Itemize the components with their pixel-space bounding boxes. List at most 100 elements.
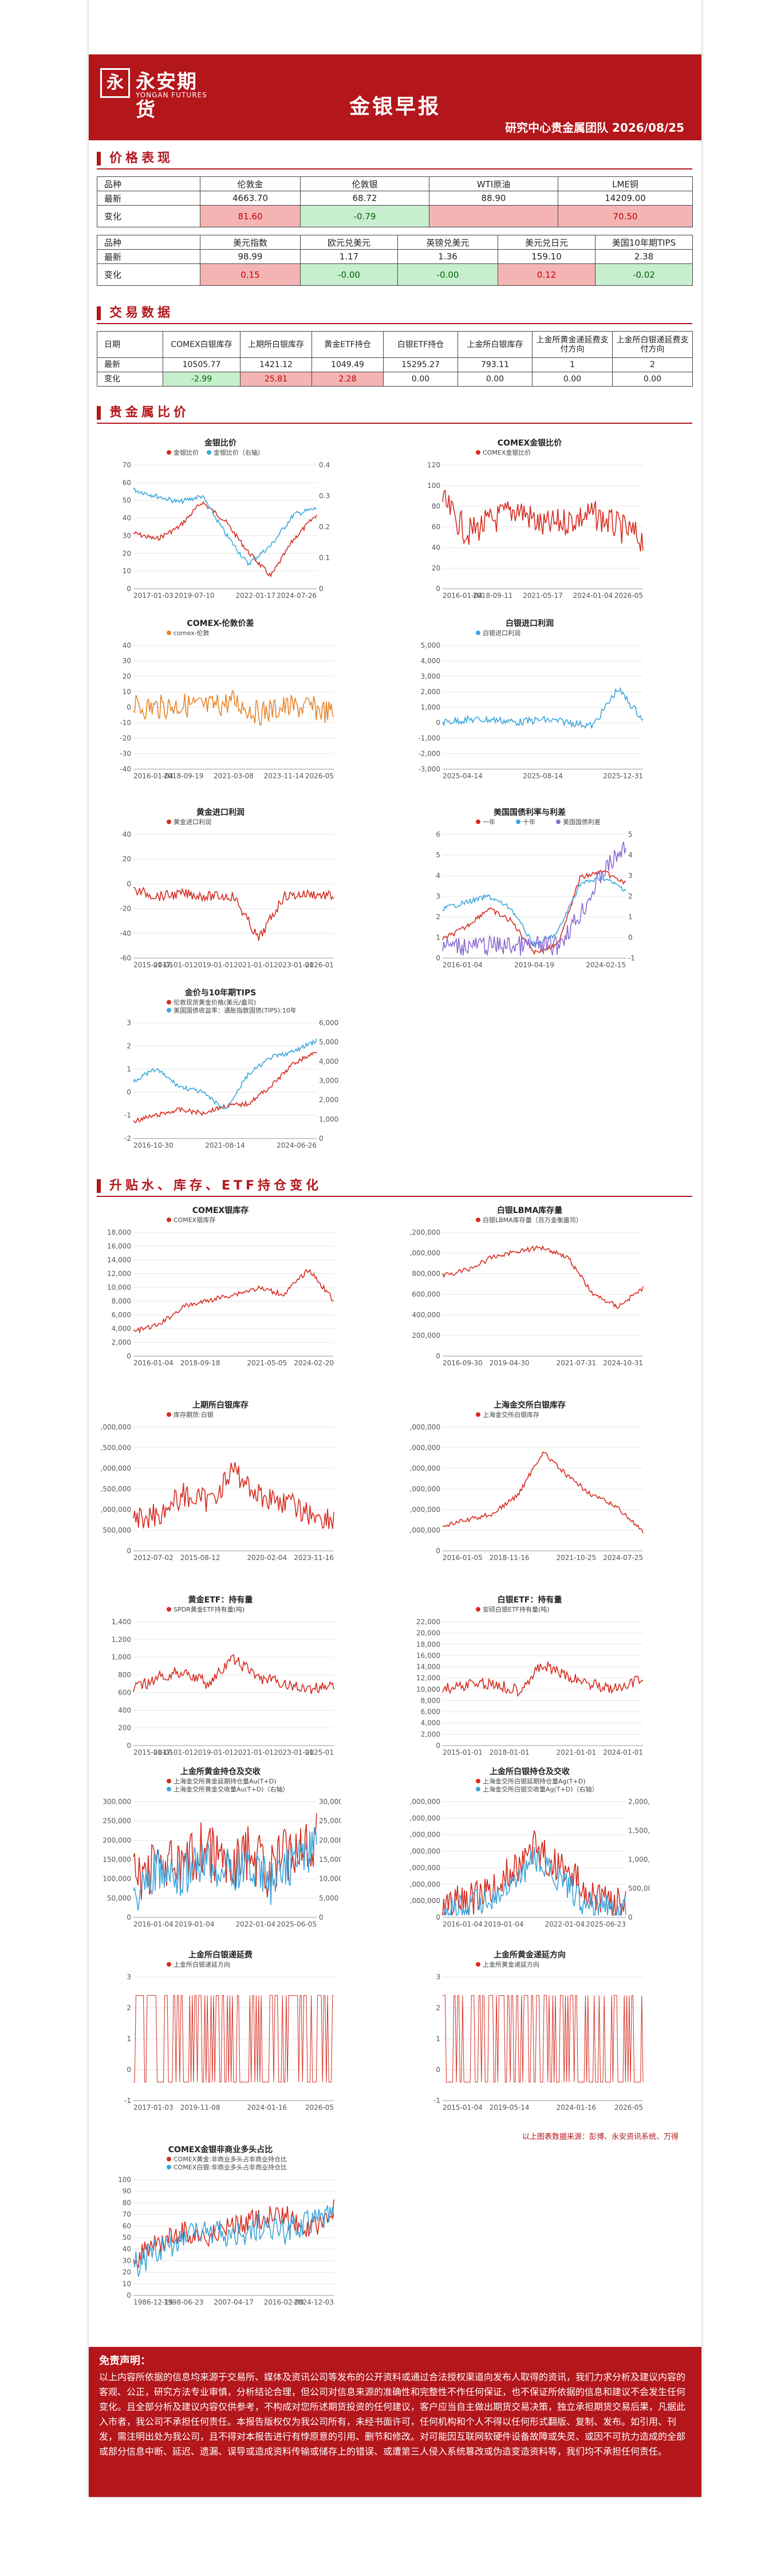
x-tick-label: 2018-01-01 (490, 1748, 530, 1756)
section-divider (97, 323, 692, 324)
series-line (442, 489, 644, 552)
x-tick-label: 2021-05-05 (247, 1359, 287, 1367)
legend-marker (516, 820, 520, 824)
legend-label: SPDR黄金ETF持有量(吨) (173, 1605, 244, 1613)
chart-title: 上海金交所白银库存 (494, 1400, 566, 1410)
y-tick-label: 14,000 (416, 1663, 440, 1671)
legend-label: 上海金交所白银交收量Ag(T+D)（右轴） (483, 1785, 598, 1793)
y-tick-label: 6,000,000 (409, 1423, 440, 1431)
x-tick-label: 2018-09-11 (473, 592, 513, 600)
series-line (133, 1995, 334, 2083)
y-tick-label: 60 (432, 523, 440, 531)
legend-marker (167, 1412, 171, 1417)
y2-tick-label: 0 (628, 1913, 633, 1921)
y-tick-label: 600 (118, 1688, 131, 1696)
legend-label: 十年 (523, 818, 535, 826)
y-tick-label: 0 (127, 1913, 131, 1921)
x-tick-label: 2021-10-25 (556, 1554, 596, 1562)
x-tick-label: 2025-06-05 (277, 1920, 317, 1928)
series-line (133, 1654, 334, 1694)
y-tick-label: 8,000 (421, 1696, 440, 1704)
y-tick-label: 50 (123, 497, 131, 505)
y-tick-label: 0 (127, 703, 131, 711)
y-tick-label: 16,000 (107, 1242, 131, 1250)
chart-title: 黄金ETF：持有量 (188, 1595, 253, 1605)
series-line (133, 1269, 334, 1334)
table-cell: 美元兑日元 (498, 235, 595, 250)
series-line (133, 487, 317, 566)
x-tick-label: 2019-07-10 (175, 592, 215, 600)
x-tick-label: 2025-01 (305, 1748, 334, 1756)
x-tick-label: 2021-01-01 (234, 961, 274, 969)
y-tick-label: 90 (123, 2187, 131, 2195)
x-tick-label: 2022-01-04 (235, 1920, 275, 1928)
legend-label: 上海金交所白银延期持仓量Ag(T+D) (483, 1777, 586, 1785)
legend-label: 上海金交所黄金交收量Au(T+D)（右轴） (173, 1785, 289, 1793)
table-cell: 793.11 (458, 357, 533, 372)
y-tick-label: 22,000 (416, 1618, 440, 1626)
y-tick-label: 300,000 (102, 1798, 131, 1806)
series-line (133, 887, 334, 941)
legend-label: COMEX黄金:非商业多头占非商业持仓比 (173, 2155, 287, 2163)
legend-marker (167, 1779, 171, 1783)
series-line (443, 1847, 626, 1917)
y-tick-label: 14,000 (107, 1256, 131, 1264)
chart-title: COMEX-伦敦价差 (187, 619, 254, 628)
series-line (133, 1051, 317, 1124)
x-tick-label: 1998-06-23 (164, 2298, 204, 2306)
chart-svg: 上金所白银持仓及交收上海金交所白银延期持仓量Ag(T+D)上海金交所白银交收量A… (409, 1767, 650, 1928)
series-line (442, 1245, 644, 1309)
y2-tick-label: 30,000 (319, 1798, 341, 1806)
y-tick-label: 2,000 (421, 688, 440, 696)
series-line (133, 1038, 317, 1110)
table-cell: 上金所黄金递延费支付方向 (532, 331, 613, 358)
x-tick-label: 2026-05 (305, 2104, 334, 2112)
legend-marker (476, 1412, 480, 1417)
table-cell: 伦敦银 (300, 176, 429, 191)
x-tick-label: 2022-01-17 (235, 592, 275, 600)
legend-label: 美国国债利差 (563, 818, 601, 826)
x-tick-label: 1986-12-15 (133, 2298, 173, 2306)
series-line (133, 2205, 334, 2277)
table-cell: 0.00 (532, 372, 613, 387)
y-tick-label: 40 (123, 830, 131, 838)
table-cell: -0.79 (300, 205, 429, 227)
y-tick-label: 5,000 (421, 641, 440, 649)
chart-6: 美国国债利率与利差 一年 十年 美国国债利差 0 1 2 3 4 5 6 -1 0 1 2 3 4 5 2016-0… (409, 805, 650, 976)
table-row-latest: 最新 98.99 1.17 1.36 159.10 2.38 (97, 249, 693, 264)
chart-18: COMEX金银非商业多头占比 COMEX黄金:非商业多头占非商业持仓比 COMEX白… (100, 2142, 341, 2314)
chart-svg: 金价与10年期TIPS伦敦现货黄金价格(美元/盎司)美国国债收益率：通胀指数国债… (124, 988, 338, 1149)
table-cell: 0.00 (612, 372, 693, 387)
y2-tick-label: 5,000 (319, 1038, 338, 1046)
y2-tick-label: 1,500,000 (628, 1827, 650, 1835)
y-tick-label: 0 (127, 1088, 131, 1096)
legend-marker (167, 820, 171, 824)
y-tick-label: -1 (124, 1112, 131, 1120)
report-page: 永 永安期货 YONGAN FUTURES 金银早报 研究中心贵金属团队 202… (89, 0, 701, 2497)
table-row-change: 变化 81.60 -0.79 70.50 (97, 205, 693, 227)
y-tick-label: 70 (123, 461, 131, 469)
y-tick-label: 250,000 (102, 1817, 131, 1825)
y-tick-label: 30 (123, 2256, 131, 2264)
table-cell: 4663.70 (200, 191, 301, 206)
x-tick-label: 2007-04-17 (214, 2298, 254, 2306)
table-cell: 0.00 (458, 372, 533, 387)
report-header: 永 永安期货 YONGAN FUTURES 金银早报 研究中心贵金属团队 202… (89, 54, 701, 140)
x-tick-label: 2016-09-30 (443, 1359, 483, 1367)
y-tick-label: -40 (120, 765, 131, 773)
table-cell: 最新 (97, 191, 200, 206)
y-tick-label: 50,000 (107, 1894, 131, 1902)
y-tick-label: 3,000,000 (409, 1485, 440, 1493)
y-tick-label: 200,000 (412, 1332, 440, 1340)
x-tick-label: 2025-08-14 (523, 772, 563, 780)
legend-marker (167, 2157, 171, 2161)
y-tick-label: 20 (123, 855, 131, 863)
y-tick-label: 3,000,000 (100, 1423, 131, 1431)
y-tick-label: 100 (427, 482, 440, 490)
